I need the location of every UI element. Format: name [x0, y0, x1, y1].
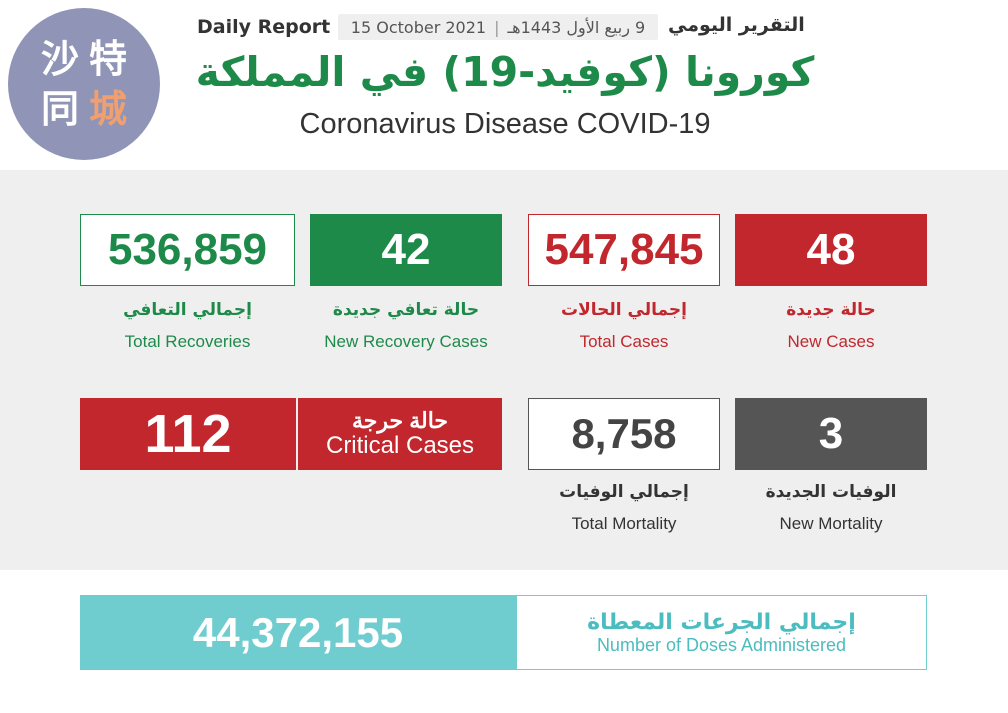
- watermark-logo: 沙 特 同 城: [8, 8, 160, 160]
- critical-cases-label: حالة حرجة Critical Cases: [298, 398, 502, 470]
- doses-label-ar: إجمالي الجرعات المعطاة: [587, 609, 856, 635]
- new-mortality-label-en: New Mortality: [779, 514, 883, 533]
- total-mortality-label-en: Total Mortality: [571, 514, 677, 533]
- total-recoveries-label-ar: إجمالي التعافي: [123, 300, 252, 320]
- daily-report-en: Daily Report: [197, 16, 331, 38]
- total-recoveries-label-en: Total Recoveries: [124, 332, 251, 351]
- logo-char: 城: [88, 87, 127, 131]
- total-cases-label-en: Total Cases: [579, 332, 669, 351]
- doses-value: 44,372,155: [80, 595, 516, 670]
- date-box: 15 October 2021 | 9 ربيع الأول 1443هـ: [338, 14, 658, 40]
- logo-char: 特: [88, 37, 127, 81]
- doses-label: إجمالي الجرعات المعطاة Number of Doses A…: [516, 595, 927, 670]
- page-title-en: Coronavirus Disease COVID-19: [299, 108, 711, 140]
- critical-cases-label-ar: حالة حرجة: [351, 407, 449, 433]
- page-title-ar: كورونا (كوفيد-19) في المملكة: [195, 48, 815, 96]
- total-cases-value: 547,845: [528, 214, 720, 286]
- new-recovery-value: 42: [310, 214, 502, 286]
- critical-cases-label-en: Critical Cases: [325, 431, 475, 459]
- daily-report-ar: التقرير اليومي: [668, 14, 805, 36]
- doses-label-en: Number of Doses Administered: [596, 634, 847, 655]
- new-cases-value: 48: [735, 214, 927, 286]
- total-cases-label-ar: إجمالي الحالات: [561, 300, 687, 320]
- date-gregorian: 15 October 2021: [350, 17, 487, 37]
- new-recovery-label-en: New Recovery Cases: [324, 332, 488, 351]
- new-cases-label-en: New Cases: [787, 332, 875, 351]
- total-recoveries-value: 536,859: [80, 214, 295, 286]
- total-mortality-value: 8,758: [528, 398, 720, 470]
- logo-char: 沙: [40, 37, 79, 81]
- date-hijri: 9 ربيع الأول 1443هـ: [507, 17, 646, 37]
- new-mortality-value: 3: [735, 398, 927, 470]
- date-separator: |: [494, 17, 500, 37]
- logo-char: 同: [40, 87, 79, 131]
- new-recovery-label-ar: حالة تعافي جديدة: [332, 300, 480, 320]
- new-mortality-label-ar: الوفيات الجديدة: [765, 482, 897, 502]
- total-mortality-label-ar: إجمالي الوفيات: [559, 482, 689, 502]
- new-cases-label-ar: حالة جديدة: [786, 300, 876, 320]
- critical-cases-value: 112: [80, 398, 296, 470]
